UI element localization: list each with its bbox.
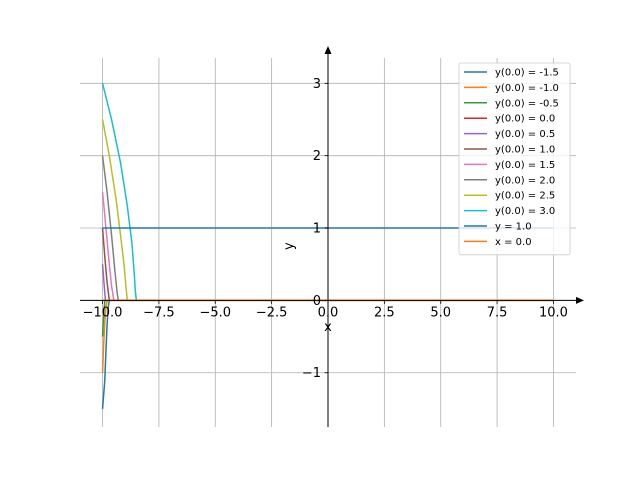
x-axis-ticks: −10.0 −7.5 −5.0 −2.5 0.0 2.5 5.0 7.5 10.0 (83, 300, 568, 320)
legend-label: y = 1.0 (495, 222, 532, 233)
y-tick-label: 1 (313, 222, 321, 237)
x-tick-label: −10.0 (83, 305, 123, 320)
x-tick-label: 2.5 (374, 305, 395, 320)
y-tick-label: 0 (313, 294, 321, 309)
legend: y(0.0) = -1.5 y(0.0) = -1.0 y(0.0) = -0.5 y… (458, 62, 571, 256)
legend-label: x = 0.0 (495, 237, 532, 248)
legend-label: y(0.0) = 0.0 (495, 114, 555, 125)
series-line-1 (101, 300, 108, 373)
x-tick-label: 5.0 (430, 305, 451, 320)
x-tick-label: −2.5 (256, 305, 288, 320)
legend-label: y(0.0) = 2.5 (495, 191, 555, 202)
series-line-6 (101, 191, 115, 301)
series-line-5 (101, 227, 111, 301)
series-line-4 (101, 264, 107, 301)
series-line-7 (101, 155, 120, 301)
legend-label: y(0.0) = 2.0 (495, 175, 555, 186)
x-tick-label: −5.0 (199, 305, 231, 320)
legend-label: y(0.0) = 1.5 (495, 160, 555, 171)
y-axis-label: y (282, 242, 297, 250)
legend-label: y(0.0) = 0.5 (495, 129, 555, 140)
legend-label: y(0.0) = -0.5 (495, 98, 559, 109)
y-tick-label: −1 (302, 366, 321, 381)
x-tick-label: 0.0 (318, 305, 339, 320)
legend-label: y(0.0) = 3.0 (495, 206, 555, 217)
x-tick-label: −7.5 (143, 305, 175, 320)
y-axis-arrow (324, 46, 332, 54)
legend-label: y(0.0) = 1.0 (495, 145, 555, 156)
series-line-0 (101, 300, 111, 409)
y-tick-label: 3 (313, 77, 321, 92)
y-tick-label: 2 (313, 149, 321, 164)
x-axis-arrow (576, 296, 584, 304)
legend-label: y(0.0) = -1.0 (495, 83, 559, 94)
y-axis-ticks: −1 0 1 2 3 (302, 77, 328, 381)
legend-box (458, 62, 571, 256)
x-tick-label: 10.0 (539, 305, 568, 320)
legend-label: y(0.0) = -1.5 (495, 68, 559, 79)
series-line-2 (101, 300, 106, 337)
series-line-9 (101, 83, 138, 301)
axes (80, 46, 584, 427)
x-axis-label: x (324, 320, 332, 335)
series-line-8 (101, 119, 554, 302)
x-tick-label: 7.5 (487, 305, 508, 320)
